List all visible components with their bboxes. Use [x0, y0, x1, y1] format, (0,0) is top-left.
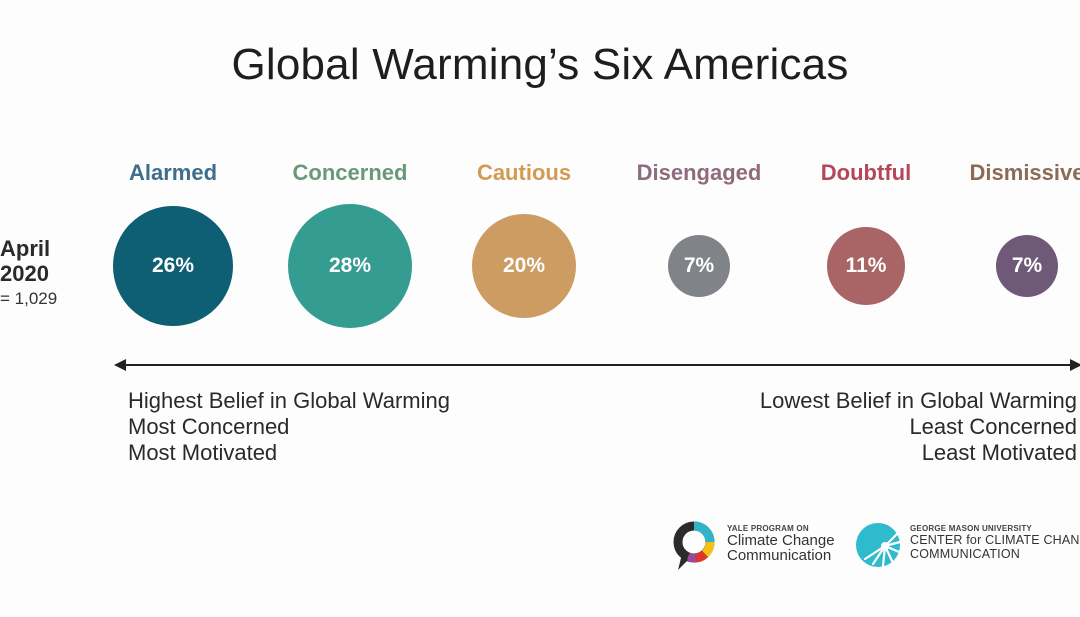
bubble-cautious: 20%: [471, 213, 577, 319]
bubble-concerned: 28%: [288, 204, 412, 328]
gmu-small-text: GEORGE MASON UNIVERSITY: [910, 524, 1032, 533]
yale-line-2: Communication: [727, 547, 832, 564]
gmu-line-2: COMMUNICATION: [910, 547, 1020, 561]
left-line-3: Most Motivated: [128, 440, 278, 465]
bubble-label-dismissive: 7%: [1011, 254, 1043, 277]
segment-name-cautious: Cautious: [476, 160, 572, 185]
survey-sample-size: = 1,029: [0, 289, 58, 308]
gmu-line-1: CENTER for CLIMATE CHANGE: [910, 533, 1080, 547]
segment-name-dismissive: Dismissive: [969, 160, 1080, 185]
segment-name-doubtful: Doubtful: [820, 160, 912, 185]
chart-title: Global Warming’s Six Americas: [231, 40, 849, 89]
right-line-1: Lowest Belief in Global Warming: [759, 388, 1077, 413]
belief-axis-arrow: [114, 359, 1080, 371]
left-line-1: Highest Belief in Global Warming: [128, 388, 450, 413]
bubble-label-doubtful: 11%: [845, 253, 887, 277]
segment-name-concerned: Concerned: [292, 160, 408, 185]
lowest-belief-label: Lowest Belief in Global Warming Least Co…: [760, 388, 1077, 466]
yale-line-1: Climate Change: [727, 532, 835, 549]
bubble-label-disengaged: 7%: [683, 254, 715, 277]
segment-name-disengaged: Disengaged: [636, 160, 762, 185]
bubble-disengaged: 7%: [668, 235, 730, 297]
bubble-doubtful: 11%: [827, 227, 905, 305]
segment-name-alarmed: Alarmed: [128, 160, 218, 185]
bubble-alarmed: 26%: [113, 206, 233, 326]
right-line-2: Least Concerned: [909, 414, 1077, 439]
survey-year: 2020: [0, 261, 49, 286]
bubble-label-cautious: 20%: [502, 253, 545, 277]
highest-belief-label: Highest Belief in Global Warming Most Co…: [128, 388, 450, 466]
bubble-dismissive: 7%: [996, 235, 1058, 297]
yale-small-text: YALE PROGRAM ON: [727, 524, 809, 533]
left-line-2: Most Concerned: [128, 414, 290, 439]
bubble-label-alarmed: 26%: [151, 253, 194, 277]
survey-month: April: [0, 236, 51, 261]
sunburst-circle-icon: [856, 523, 902, 568]
bubble-label-concerned: 28%: [328, 254, 372, 277]
survey-label: April 2020 = 1,029: [0, 236, 57, 311]
right-line-3: Least Motivated: [921, 440, 1077, 465]
speech-bubble-ring-icon: [673, 521, 715, 570]
